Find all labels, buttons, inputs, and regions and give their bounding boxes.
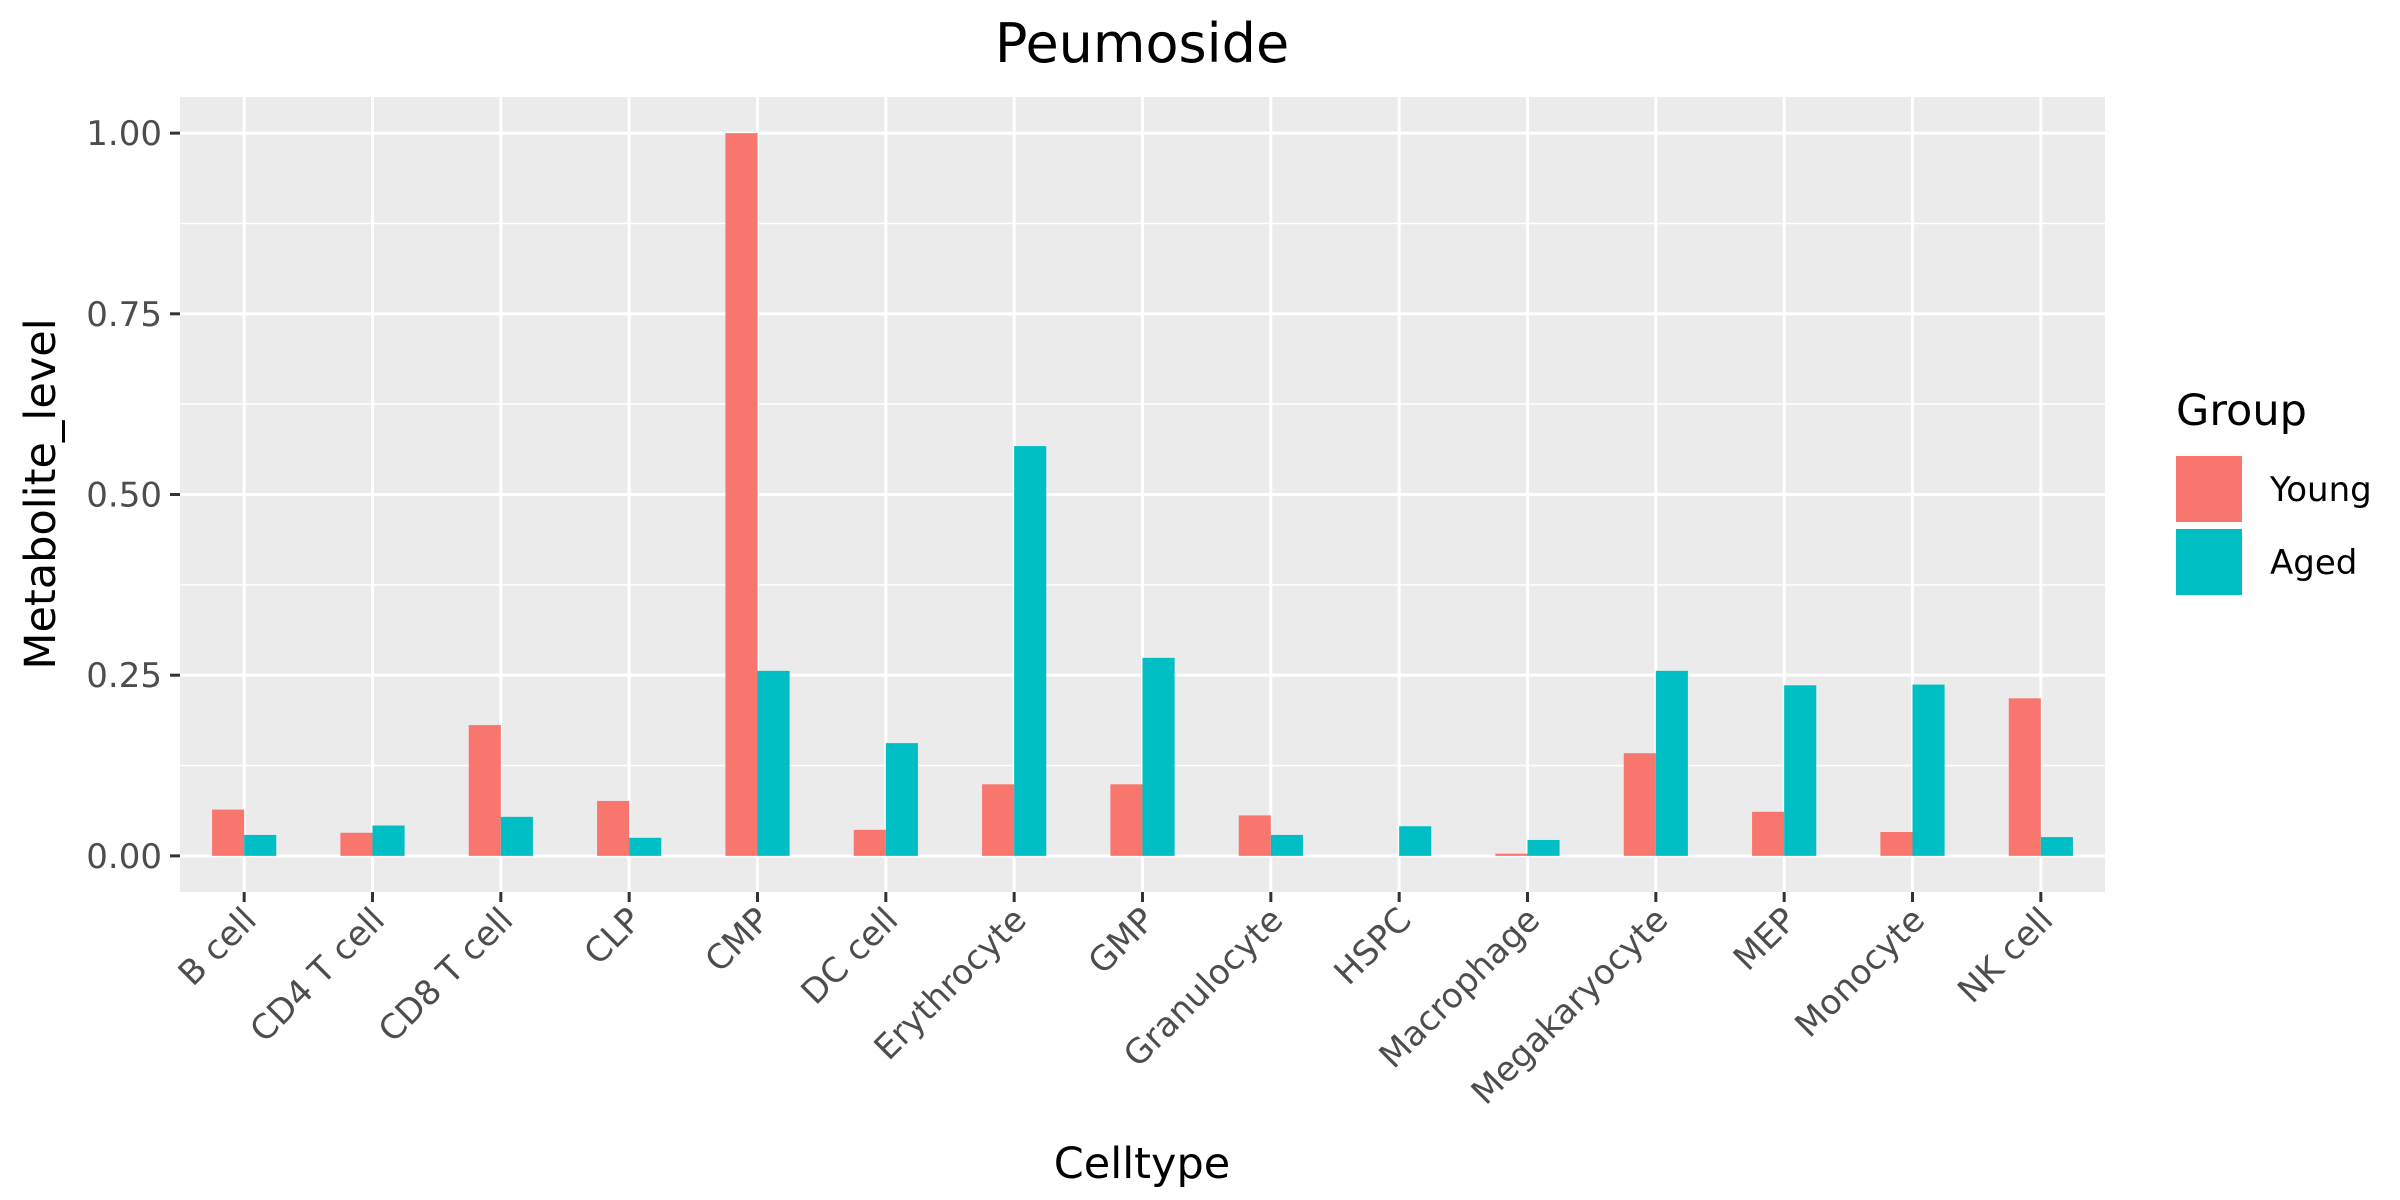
bar-aged-hspc	[1399, 826, 1432, 856]
bars	[212, 133, 2073, 856]
bar-young-b-cell	[212, 809, 245, 856]
bar-young-mep	[1752, 811, 1785, 856]
legend-label-young: Young	[2269, 470, 2372, 510]
bar-young-megakaryocyte	[1623, 753, 1656, 856]
bar-aged-cd4-t-cell	[372, 825, 405, 856]
x-tick-label: MEP	[1726, 900, 1805, 979]
bar-aged-monocyte	[1912, 684, 1945, 856]
y-tick-label: 0.00	[86, 837, 162, 877]
x-tick-label: CD4 T cell	[243, 900, 393, 1050]
bar-aged-nk-cell	[2040, 837, 2073, 856]
bar-young-macrophage	[1495, 853, 1528, 856]
bar-young-cd4-t-cell	[340, 832, 373, 856]
x-tick-label: CLP	[577, 900, 650, 973]
bar-young-erythrocyte	[982, 784, 1015, 856]
bar-young-granulocyte	[1238, 815, 1271, 856]
y-tick-label: 0.50	[86, 476, 162, 516]
bar-young-clp	[597, 800, 630, 856]
major-gridlines	[180, 97, 2105, 892]
legend: Group Young Aged	[2176, 386, 2372, 595]
x-axis-title: Celltype	[1054, 1139, 1230, 1189]
bar-young-cmp	[725, 133, 758, 856]
bar-aged-erythrocyte	[1014, 446, 1047, 856]
x-tick-label: CD8 T cell	[371, 900, 521, 1050]
bar-young-gmp	[1110, 784, 1143, 856]
x-tick-label: DC cell	[794, 900, 907, 1013]
y-tick-label: 1.00	[86, 114, 162, 154]
legend-label-aged: Aged	[2270, 543, 2357, 583]
x-tick-label: CMP	[698, 900, 778, 980]
bar-aged-dc-cell	[885, 743, 918, 856]
y-axis-title: Metabolite_level	[16, 318, 66, 669]
y-axis: 0.00 0.25 0.50 0.75 1.00	[86, 114, 180, 877]
legend-key-young	[2176, 456, 2242, 522]
chart-title: Peumoside	[995, 12, 1289, 75]
legend-key-aged	[2176, 529, 2242, 595]
y-tick-label: 0.25	[86, 656, 162, 696]
bar-aged-cmp	[757, 670, 790, 856]
bar-aged-megakaryocyte	[1655, 670, 1688, 856]
bar-aged-clp	[629, 837, 662, 856]
bar-aged-gmp	[1142, 657, 1175, 856]
bar-aged-b-cell	[244, 834, 277, 856]
bar-aged-mep	[1784, 685, 1817, 856]
x-tick-label: B cell	[171, 900, 265, 994]
bar-young-dc-cell	[853, 829, 886, 856]
bar-aged-granulocyte	[1270, 834, 1303, 856]
legend-title: Group	[2176, 386, 2307, 436]
x-tick-label: Monocyte	[1788, 900, 1933, 1045]
bar-aged-macrophage	[1527, 839, 1560, 856]
bar-young-monocyte	[1880, 832, 1913, 856]
bar-young-cd8-t-cell	[468, 725, 501, 856]
x-tick-label: HSPC	[1327, 900, 1420, 993]
bar-aged-cd8-t-cell	[500, 816, 533, 856]
y-tick-label: 0.75	[86, 295, 162, 335]
bar-young-nk-cell	[2008, 698, 2041, 856]
x-tick-label: NK cell	[1950, 900, 2061, 1011]
x-tick-label: GMP	[1081, 900, 1163, 982]
